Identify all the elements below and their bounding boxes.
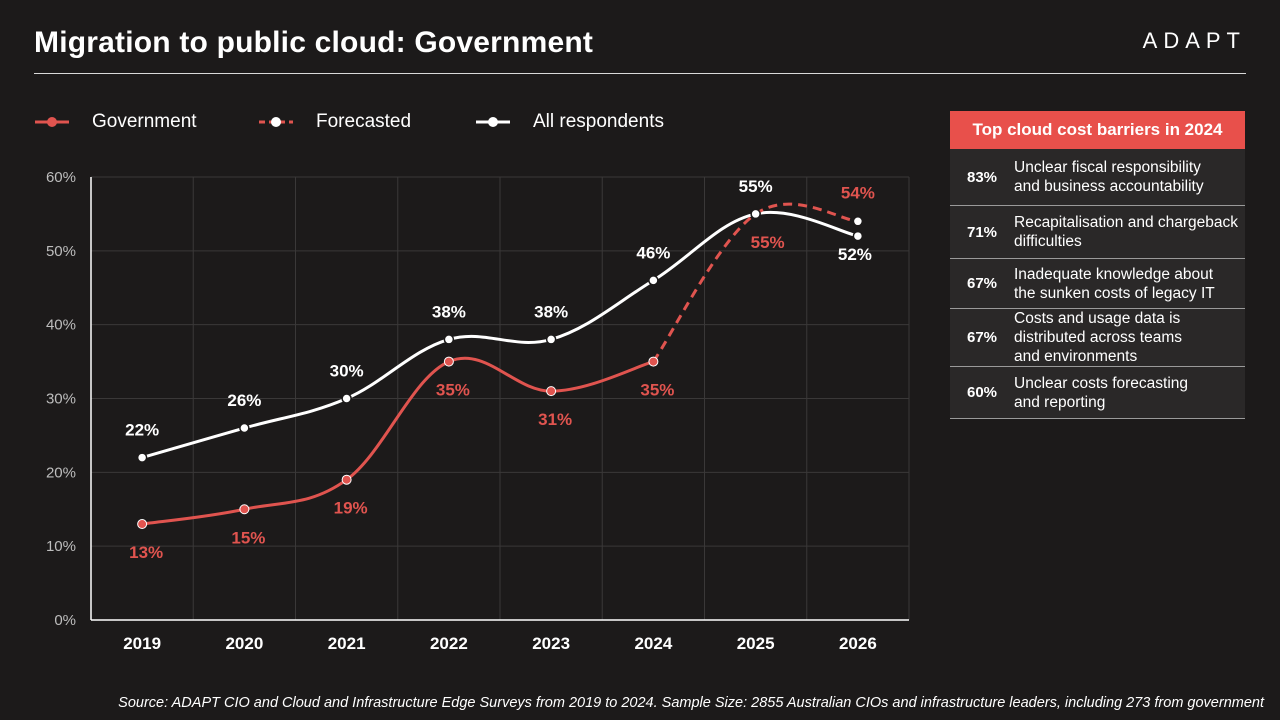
- legend-label-forecasted: Forecasted: [316, 111, 412, 132]
- data-point-all-respondents: [443, 334, 455, 345]
- legend-item-government: Government: [34, 108, 197, 136]
- data-label-government: 19%: [334, 499, 368, 518]
- data-label-all-respondents: 52%: [838, 245, 872, 264]
- data-label-all-respondents: 46%: [636, 243, 670, 262]
- data-point-all-respondents: [341, 393, 352, 404]
- barrier-row: 71% Recapitalisation and chargeback diffi…: [950, 206, 1245, 259]
- data-label-forecasted: 54%: [841, 183, 875, 202]
- legend-label-government: Government: [92, 111, 197, 132]
- y-tick-label: 40%: [46, 317, 76, 334]
- data-point-all-respondents: [239, 422, 250, 434]
- barrier-row: 60% Unclear costs forecasting and reporti…: [950, 367, 1245, 419]
- legend-item-forecasted: Forecasted: [258, 108, 411, 136]
- data-point-government: [443, 356, 454, 367]
- data-label-government: 13%: [129, 543, 163, 562]
- data-label-government: 35%: [436, 381, 470, 400]
- data-label-all-respondents: 30%: [330, 362, 364, 381]
- barrier-row: 83% Unclear fiscal responsibility and bus…: [950, 149, 1245, 206]
- barrier-text: Unclear costs forecasting and reporting: [1014, 374, 1189, 411]
- data-point-government: [239, 504, 250, 515]
- legend-item-all-respondents: All respondents: [475, 108, 664, 136]
- data-label-government: 15%: [231, 528, 265, 547]
- y-tick-label: 30%: [46, 391, 76, 408]
- data-point-all-respondents: [545, 334, 557, 345]
- data-label-all-respondents: 55%: [739, 177, 773, 196]
- cost-barriers-panel: Top cloud cost barriers in 2024 83% Uncle…: [950, 111, 1245, 419]
- series-line-all-respondents: [141, 211, 859, 460]
- barrier-percent: 60%: [966, 384, 998, 401]
- x-tick-label: 2021: [328, 634, 366, 653]
- line-chart: 0% 10% 20% 30% 40% 50% 60% 2019 2020 2021 2022 2023…: [46, 169, 910, 653]
- data-label-all-respondents: 38%: [432, 302, 466, 321]
- data-label-all-respondents: 22%: [125, 421, 159, 440]
- barrier-row: 67% Costs and usage data is distributed a…: [950, 309, 1245, 367]
- data-point-government: [341, 474, 352, 485]
- y-tick-label: 50%: [46, 243, 76, 260]
- barrier-row: 67% Inadequate knowledge about the sunken…: [950, 259, 1245, 309]
- data-point-government: [546, 386, 557, 397]
- data-point-all-respondents: [852, 230, 864, 242]
- y-tick-label: 60%: [46, 169, 76, 186]
- series-line-forecasted: [652, 202, 859, 363]
- x-tick-label: 2022: [430, 634, 468, 653]
- series-line-government: [141, 356, 654, 526]
- x-tick-label: 2024: [634, 634, 672, 653]
- data-label-all-respondents: 26%: [227, 391, 261, 410]
- data-point-government: [137, 519, 148, 530]
- barrier-text: Costs and usage data is distributed acro…: [1014, 310, 1182, 365]
- y-tick-label: 10%: [46, 538, 76, 555]
- barrier-text: Recapitalisation and chargeback difficul…: [1014, 214, 1239, 250]
- panel-title: Top cloud cost barriers in 2024: [950, 111, 1245, 149]
- barrier-percent: 83%: [966, 168, 998, 186]
- legend-swatch-forecasted: [259, 117, 293, 127]
- data-label-forecasted: 55%: [751, 233, 785, 252]
- data-point-forecasted: [750, 208, 761, 220]
- adapt-logo: ADAPT: [1142, 28, 1246, 53]
- y-tick-label: 20%: [46, 464, 76, 481]
- barrier-text: Inadequate knowledge about the sunken co…: [1014, 265, 1215, 302]
- x-tick-label: 2026: [839, 634, 877, 653]
- legend-swatch-government: [35, 117, 69, 127]
- x-tick-label: 2019: [123, 634, 161, 653]
- barrier-text: Unclear fiscal responsibility and busine…: [1014, 159, 1204, 195]
- barrier-percent: 71%: [966, 223, 998, 241]
- page-title: Migration to public cloud: Government: [34, 26, 594, 59]
- data-point-government: [648, 356, 659, 367]
- data-label-all-respondents: 38%: [534, 302, 568, 321]
- legend-label-all-respondents: All respondents: [533, 111, 664, 132]
- x-tick-label: 2023: [532, 634, 570, 653]
- x-tick-label: 2025: [737, 634, 775, 653]
- barrier-percent: 67%: [966, 329, 998, 346]
- data-point-all-respondents: [136, 452, 148, 463]
- barrier-list: 83% Unclear fiscal responsibility and bus…: [950, 149, 1245, 419]
- data-point-all-respondents: [648, 275, 659, 286]
- barrier-percent: 67%: [966, 275, 998, 292]
- source-note: Source: ADAPT CIO and Cloud and Infrastr…: [118, 695, 1264, 711]
- data-label-government: 35%: [640, 381, 674, 400]
- x-tick-label: 2020: [225, 634, 263, 653]
- legend-swatch-all-respondents: [476, 117, 510, 127]
- y-tick-label: 0%: [54, 612, 76, 629]
- title-divider: [34, 73, 1246, 74]
- data-label-government: 31%: [538, 410, 572, 429]
- data-point-forecasted: [852, 216, 864, 227]
